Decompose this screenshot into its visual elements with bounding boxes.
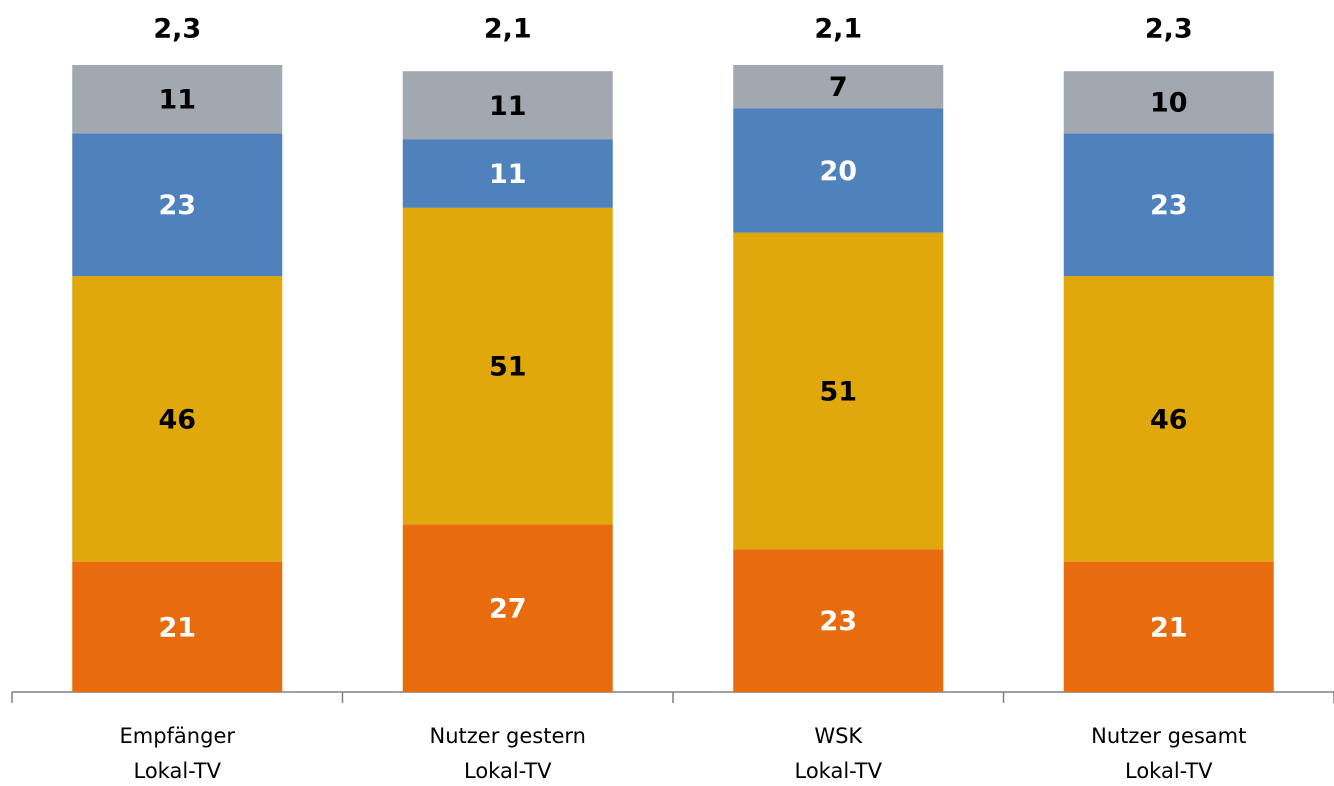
- x-tick-label: Lokal-TV: [794, 759, 882, 783]
- bar-segment: [1063, 71, 1274, 134]
- data-label: 21: [158, 612, 196, 643]
- data-label: 51: [489, 352, 527, 383]
- x-tick-label: Empfänger: [119, 724, 235, 748]
- total-label: 2,1: [814, 14, 862, 45]
- bar-segment: [733, 549, 944, 692]
- bar-segment: [733, 232, 944, 550]
- bar-segment: [1063, 561, 1274, 692]
- data-label: 7: [829, 72, 848, 103]
- total-label: 2,3: [1145, 14, 1193, 45]
- bar-segment: [1063, 276, 1274, 562]
- bar-segment: [402, 139, 613, 208]
- data-label: 23: [1150, 190, 1188, 221]
- data-label: 27: [489, 594, 527, 625]
- data-label: 21: [1150, 612, 1188, 643]
- total-label: 2,3: [153, 14, 201, 45]
- bar-segment: [733, 65, 944, 109]
- data-label: 11: [489, 91, 527, 122]
- x-tick-label: Nutzer gestern: [430, 724, 586, 748]
- data-label: 11: [489, 159, 527, 190]
- x-tick-label: Lokal-TV: [133, 759, 221, 783]
- bar-segment: [733, 108, 944, 233]
- data-label: 20: [819, 156, 857, 187]
- bar-segment: [72, 133, 283, 277]
- total-label: 2,1: [484, 14, 532, 45]
- bar-segment: [402, 71, 613, 140]
- bar-segment: [72, 561, 283, 692]
- bar-segment: [72, 276, 283, 562]
- bar-segment: [402, 207, 613, 525]
- x-tick-label: Lokal-TV: [1125, 759, 1213, 783]
- data-label: 46: [158, 404, 196, 435]
- bar-segment: [1063, 133, 1274, 277]
- bar-segment: [402, 524, 613, 692]
- data-label: 23: [819, 606, 857, 637]
- x-tick-label: Nutzer gesamt: [1091, 724, 1246, 748]
- data-label: 51: [819, 376, 857, 407]
- x-tick-label: Lokal-TV: [464, 759, 552, 783]
- bar-segment: [72, 65, 283, 134]
- data-label: 11: [158, 85, 196, 116]
- data-label: 10: [1150, 88, 1188, 119]
- data-label: 46: [1150, 404, 1188, 435]
- x-tick-label: WSK: [814, 724, 863, 748]
- data-label: 23: [158, 190, 196, 221]
